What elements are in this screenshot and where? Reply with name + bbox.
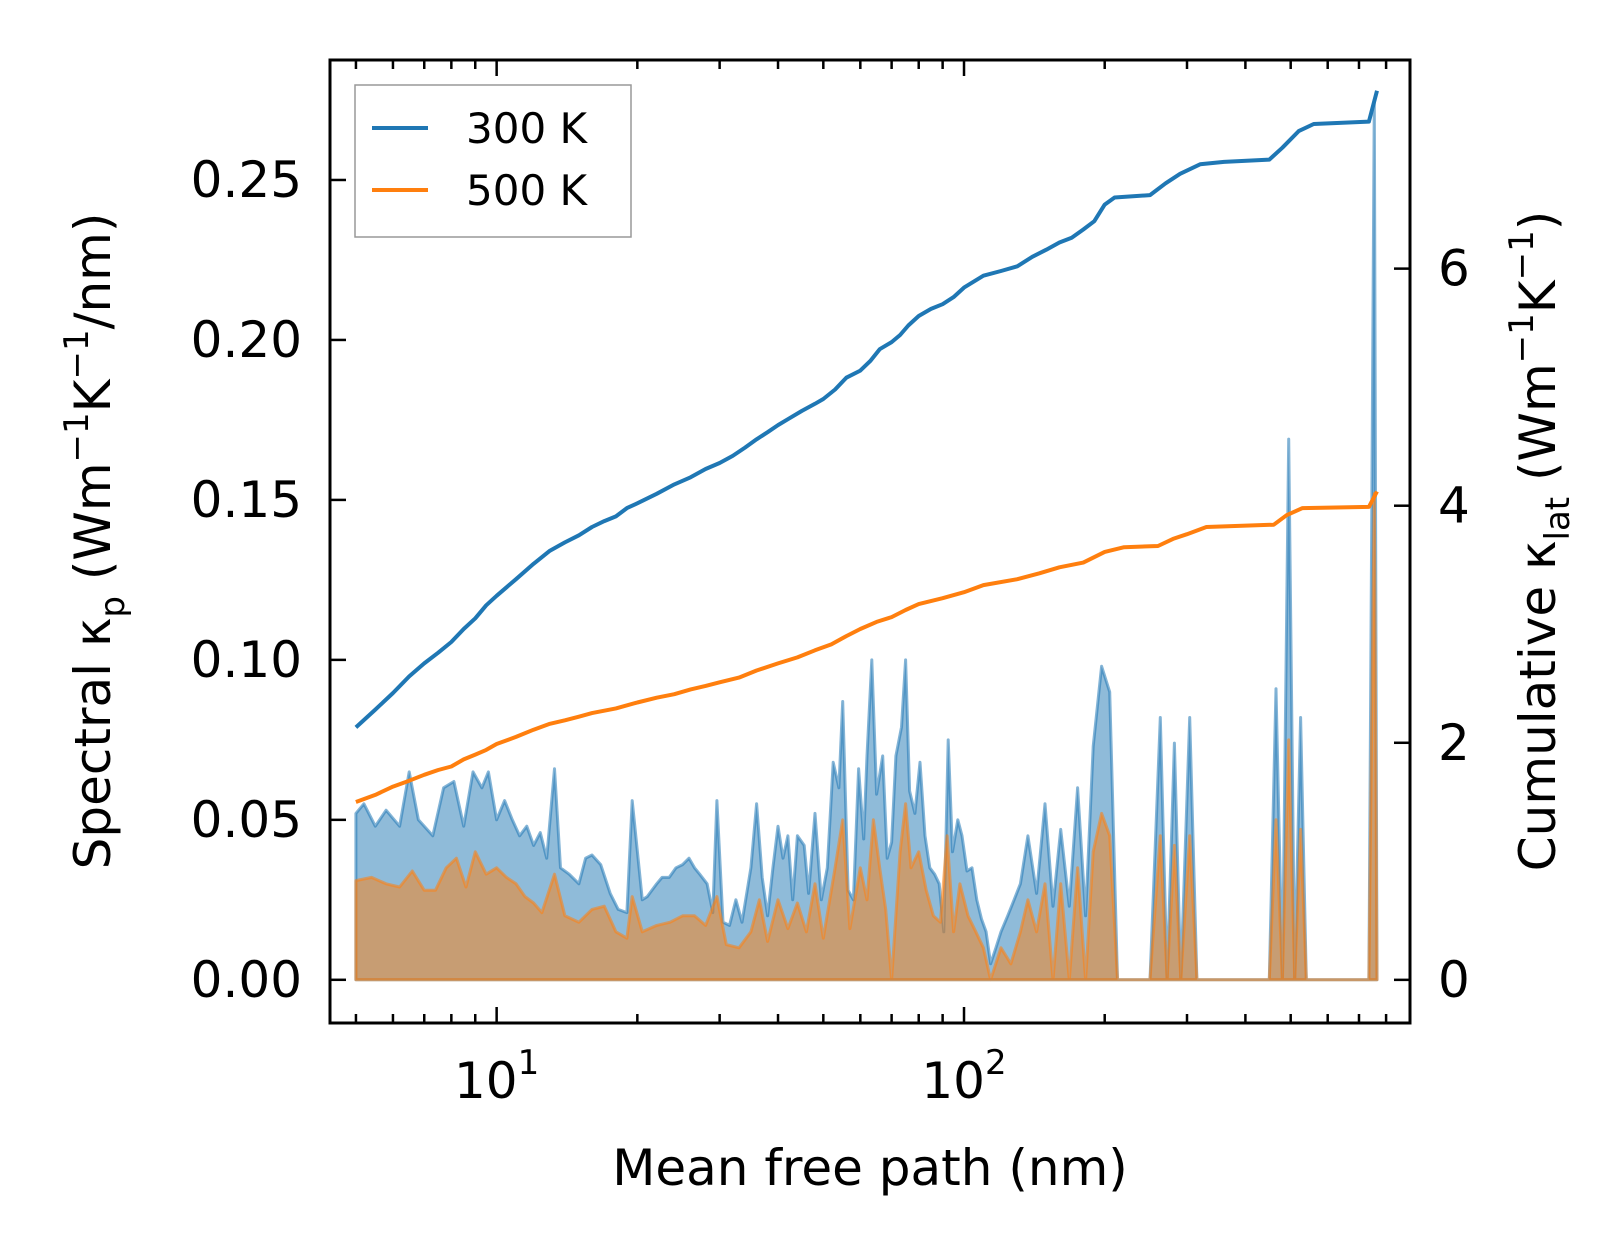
right-y-tick-label: 6 [1438, 240, 1470, 298]
legend-label-500k: 500 K [466, 166, 589, 215]
spectral-area-500k [354, 492, 1379, 982]
left-y-tick-label: 0.25 [191, 151, 302, 209]
left-y-tick-label: 0.15 [191, 471, 302, 529]
right-y-tick-label: 0 [1438, 951, 1470, 1009]
spectral-fill-layer [354, 98, 1379, 982]
cumulative-line-300k [354, 90, 1379, 729]
right-axis-label: Cumulative κlat (Wm−1K−1) [1502, 211, 1578, 871]
legend-label-300k: 300 K [466, 104, 589, 153]
left-axis-label: Spectral κp (Wm−1K−1/nm) [57, 213, 133, 870]
x-axis-label: Mean free path (nm) [612, 1139, 1128, 1197]
right-y-tick-label: 2 [1438, 714, 1470, 772]
line-layer [354, 90, 1379, 804]
tick-layer: 0.00 0.05 0.10 0.15 0.20 0.25 0 2 4 6 101 102 [191, 60, 1470, 1110]
cumulative-line-500k [355, 490, 1379, 804]
left-y-tick-label: 0.10 [191, 631, 302, 689]
legend: 300 K 500 K [354, 84, 632, 238]
right-y-tick-label: 4 [1438, 477, 1470, 535]
x-tick-label: 102 [921, 1043, 1006, 1110]
left-y-tick-label: 0.20 [191, 311, 302, 369]
plot-frame [328, 58, 1412, 1025]
legend-box [354, 84, 632, 238]
x-tick-label: 101 [454, 1043, 539, 1110]
left-y-tick-label: 0.05 [191, 791, 302, 849]
left-y-tick-label: 0.00 [191, 951, 302, 1009]
